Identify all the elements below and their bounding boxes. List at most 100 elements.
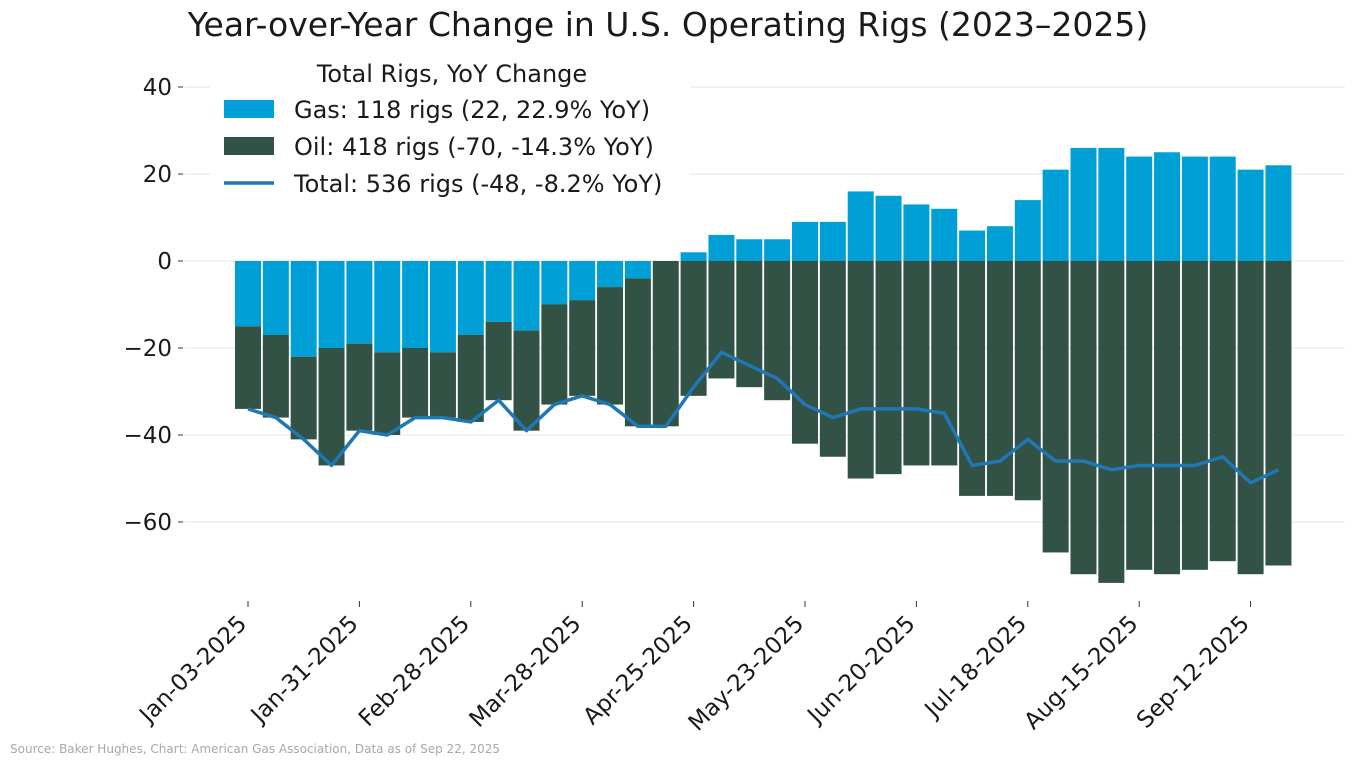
bar-oil (847, 261, 874, 479)
y-tick-label: −40 (123, 423, 172, 449)
x-tick-label: Jul-18-2025 (919, 611, 1032, 724)
bar-gas (931, 208, 958, 261)
bar-gas (485, 261, 512, 322)
bar-oil (1181, 261, 1208, 570)
bar-oil (569, 300, 596, 396)
bar-gas (597, 261, 624, 288)
bar-gas (680, 252, 707, 261)
bar-oil (624, 278, 651, 427)
bar-oil (429, 352, 456, 418)
y-tick-label: 20 (143, 162, 172, 188)
bar-gas (1070, 147, 1097, 261)
bar-oil (875, 261, 902, 475)
bar-oil (652, 261, 679, 427)
y-tick-label: −60 (123, 510, 172, 536)
bar-gas (569, 261, 596, 301)
bar-oil (792, 261, 818, 444)
bar-gas (959, 230, 986, 261)
bar-oil (290, 356, 317, 440)
bar-gas (1237, 169, 1264, 261)
bar-oil (235, 326, 261, 409)
bar-oil (318, 348, 345, 466)
bar-oil (986, 261, 1013, 496)
bar-gas (624, 261, 651, 279)
y-tick-label: 0 (157, 249, 172, 275)
y-tick-label: −20 (123, 336, 172, 362)
bar-oil (597, 287, 624, 405)
x-tick-label: Feb-28-2025 (354, 611, 475, 732)
bar-gas (1126, 156, 1153, 261)
total-line (247, 350, 1280, 485)
x-tick-label: May-23-2025 (684, 611, 810, 737)
bar-oil (513, 330, 540, 431)
bar-oil (1154, 261, 1181, 575)
bar-gas (1181, 156, 1208, 261)
bar-gas (374, 261, 401, 353)
bar-oil (541, 304, 568, 405)
legend-swatch-oil (224, 137, 274, 155)
legend: Total Rigs, YoY Change Gas: 118 rigs (22… (210, 60, 690, 208)
legend-title: Total Rigs, YoY Change (316, 60, 587, 88)
bar-oil (374, 352, 401, 435)
bar-gas (792, 221, 818, 261)
bar-oil (1209, 261, 1236, 562)
bar-oil (903, 261, 930, 466)
bar-oil (262, 334, 289, 418)
bar-oil (346, 343, 373, 431)
bar-gas (736, 239, 763, 261)
bar-oil (819, 261, 846, 457)
bar-gas (235, 261, 261, 327)
bars (235, 147, 1292, 583)
x-tick-label: Jan-31-2025 (245, 611, 364, 730)
bar-gas (429, 261, 456, 353)
total-line-layer (247, 350, 1280, 485)
bar-oil (1098, 261, 1125, 583)
bar-gas (903, 204, 930, 261)
bar-gas (1042, 169, 1069, 261)
x-axis: Jan-03-2025Jan-31-2025Feb-28-2025Mar-28-… (134, 601, 1255, 736)
bar-gas (262, 261, 289, 335)
bar-oil (457, 334, 484, 422)
bar-gas (318, 261, 345, 348)
bar-oil (1070, 261, 1097, 575)
x-tick-label: Jun-20-2025 (802, 611, 921, 730)
bar-gas (1209, 156, 1236, 261)
bar-gas (457, 261, 484, 335)
bar-oil (402, 348, 429, 418)
bar-oil (1265, 261, 1292, 566)
bar-oil (485, 321, 512, 401)
bar-oil (959, 261, 986, 496)
bar-gas (346, 261, 373, 344)
legend-background (210, 60, 690, 208)
bar-gas (1098, 147, 1125, 261)
bar-gas (847, 191, 874, 261)
chart-title: Year-over-Year Change in U.S. Operating … (187, 5, 1149, 44)
source-note: Source: Baker Hughes, Chart: American Ga… (10, 742, 500, 756)
bar-oil (1042, 261, 1069, 553)
x-tick-label: Apr-25-2025 (579, 611, 698, 730)
bar-gas (986, 226, 1013, 261)
y-axis: −60 −40 −20 0 20 40 (123, 75, 183, 536)
bar-gas (402, 261, 429, 348)
bar-oil (1126, 261, 1153, 570)
bar-gas (290, 261, 317, 357)
y-tick-label: 40 (143, 75, 172, 101)
bar-oil (680, 261, 707, 396)
bar-gas (513, 261, 540, 331)
bar-gas (875, 195, 902, 261)
bar-gas (1154, 152, 1181, 261)
bar-gas (541, 261, 568, 305)
x-tick-label: Jan-03-2025 (134, 611, 253, 730)
x-tick-label: Mar-28-2025 (465, 611, 587, 733)
legend-label-oil: Oil: 418 rigs (-70, -14.3% YoY) (294, 133, 654, 161)
legend-label-gas: Gas: 118 rigs (22, 22.9% YoY) (294, 96, 650, 124)
bar-gas (708, 234, 735, 261)
bar-gas (1014, 200, 1041, 261)
bar-oil (1014, 261, 1041, 501)
bar-oil (708, 261, 735, 379)
bar-gas (1265, 165, 1292, 261)
bar-oil (931, 261, 958, 466)
legend-swatch-gas (224, 100, 274, 118)
